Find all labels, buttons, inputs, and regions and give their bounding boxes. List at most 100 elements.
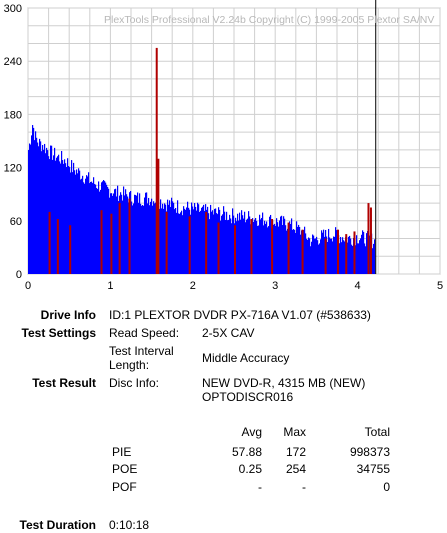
pie-bar bbox=[132, 205, 134, 274]
stats-row-max: 172 bbox=[285, 445, 306, 459]
pie-bar bbox=[171, 197, 173, 274]
pie-series bbox=[28, 125, 376, 275]
pie-bar bbox=[88, 172, 90, 274]
pie-bar bbox=[257, 225, 259, 274]
pie-bar bbox=[59, 161, 61, 274]
pie-bar bbox=[55, 160, 57, 274]
pie-bar bbox=[285, 225, 287, 274]
pie-bar bbox=[200, 210, 202, 274]
pie-bar bbox=[38, 146, 40, 274]
pie-bar bbox=[342, 237, 344, 274]
pie-bar bbox=[165, 204, 167, 274]
pie-bar bbox=[184, 208, 186, 274]
pie-bar bbox=[108, 188, 110, 274]
drive-info-value: ID:1 PLEXTOR DVDR PX-716A V1.07 (#538633… bbox=[109, 308, 371, 322]
pie-bar bbox=[278, 226, 280, 274]
pie-bar bbox=[204, 210, 206, 274]
pie-bar bbox=[60, 163, 62, 274]
pie-bar bbox=[246, 219, 248, 274]
pie-bar bbox=[51, 145, 53, 274]
pie-bar bbox=[355, 245, 357, 274]
poe-bar bbox=[56, 219, 59, 274]
poe-bar bbox=[157, 158, 160, 274]
pie-bar bbox=[146, 192, 148, 274]
pie-bar bbox=[89, 183, 91, 274]
pie-bar bbox=[64, 159, 66, 274]
stats-row-avg: - bbox=[258, 480, 262, 494]
pie-bar bbox=[267, 227, 269, 274]
y-tick-label: 120 bbox=[4, 163, 22, 175]
pie-bar bbox=[305, 233, 307, 274]
pie-bar bbox=[145, 192, 147, 274]
disc-info-value-line2: OPTODISCR016 bbox=[202, 390, 294, 404]
pie-bar bbox=[240, 219, 242, 274]
pie-bar bbox=[211, 211, 213, 274]
pie-bar bbox=[181, 210, 183, 274]
poe-bar bbox=[234, 225, 236, 274]
pie-bar bbox=[374, 239, 376, 274]
pie-bar bbox=[303, 229, 305, 274]
pie-bar bbox=[144, 197, 146, 274]
pie-bar bbox=[362, 230, 364, 274]
pie-bar bbox=[315, 238, 317, 274]
stats-row-avg: 57.88 bbox=[231, 445, 262, 459]
pie-bar bbox=[139, 193, 141, 274]
stats-header-avg: Avg bbox=[241, 425, 262, 439]
pie-bar bbox=[237, 213, 239, 274]
pie-bar bbox=[196, 210, 198, 274]
pie-bar bbox=[254, 219, 256, 274]
pie-bar bbox=[92, 183, 94, 274]
pie-bar bbox=[142, 205, 144, 274]
pie-bar bbox=[321, 230, 323, 274]
pie-bar bbox=[77, 173, 79, 274]
pie-bar bbox=[131, 201, 133, 274]
pie-bar bbox=[274, 223, 276, 274]
pie-bar bbox=[39, 138, 41, 274]
read-speed-value: 2-5X CAV bbox=[202, 326, 255, 340]
stats-row-max: 254 bbox=[285, 462, 306, 476]
pie-bar bbox=[281, 215, 283, 274]
pie-bar bbox=[180, 212, 182, 274]
pie-bar bbox=[186, 207, 188, 274]
pie-bar bbox=[28, 150, 30, 274]
y-tick-label: 240 bbox=[4, 56, 22, 68]
pie-bar bbox=[42, 145, 44, 274]
poe-bar bbox=[324, 238, 327, 274]
pie-bar bbox=[65, 163, 67, 274]
pie-bar bbox=[114, 189, 116, 274]
pie-bar bbox=[227, 220, 229, 274]
poe-bar bbox=[369, 207, 372, 274]
pie-bar bbox=[365, 246, 367, 274]
pie-bar bbox=[160, 199, 162, 274]
disc-info-value: NEW DVD-R, 4315 MB (NEW) bbox=[202, 376, 366, 390]
pie-bar bbox=[193, 209, 195, 274]
pie-bar bbox=[97, 188, 99, 274]
pie-bar bbox=[125, 189, 127, 274]
pie-bar bbox=[348, 236, 350, 274]
pie-bar bbox=[282, 225, 284, 274]
pie-bar bbox=[300, 234, 302, 274]
pie-bar bbox=[147, 203, 149, 274]
stats-row-max: - bbox=[302, 480, 306, 494]
pie-bar bbox=[344, 241, 346, 274]
test-interval-value: Middle Accuracy bbox=[202, 351, 290, 365]
stats-header-total: Total bbox=[364, 425, 390, 439]
pie-bar bbox=[284, 218, 286, 274]
pie-bar bbox=[169, 200, 171, 274]
y-tick-label: 0 bbox=[16, 269, 22, 281]
pie-bar bbox=[73, 162, 75, 274]
pie-bar bbox=[312, 234, 314, 274]
poe-bar bbox=[48, 211, 51, 274]
y-tick-label: 300 bbox=[4, 3, 22, 15]
pie-bar bbox=[268, 226, 270, 274]
pie-bar bbox=[335, 227, 337, 274]
pie-bar bbox=[360, 238, 362, 274]
pie-bar bbox=[172, 201, 174, 274]
pie-bar bbox=[135, 195, 137, 274]
poe-bar bbox=[250, 219, 253, 274]
pie-bar bbox=[358, 243, 360, 274]
pie-bar bbox=[96, 188, 98, 274]
pie-bar bbox=[93, 177, 95, 274]
x-tick-label: 2 bbox=[190, 280, 196, 292]
pie-bar bbox=[239, 212, 241, 274]
